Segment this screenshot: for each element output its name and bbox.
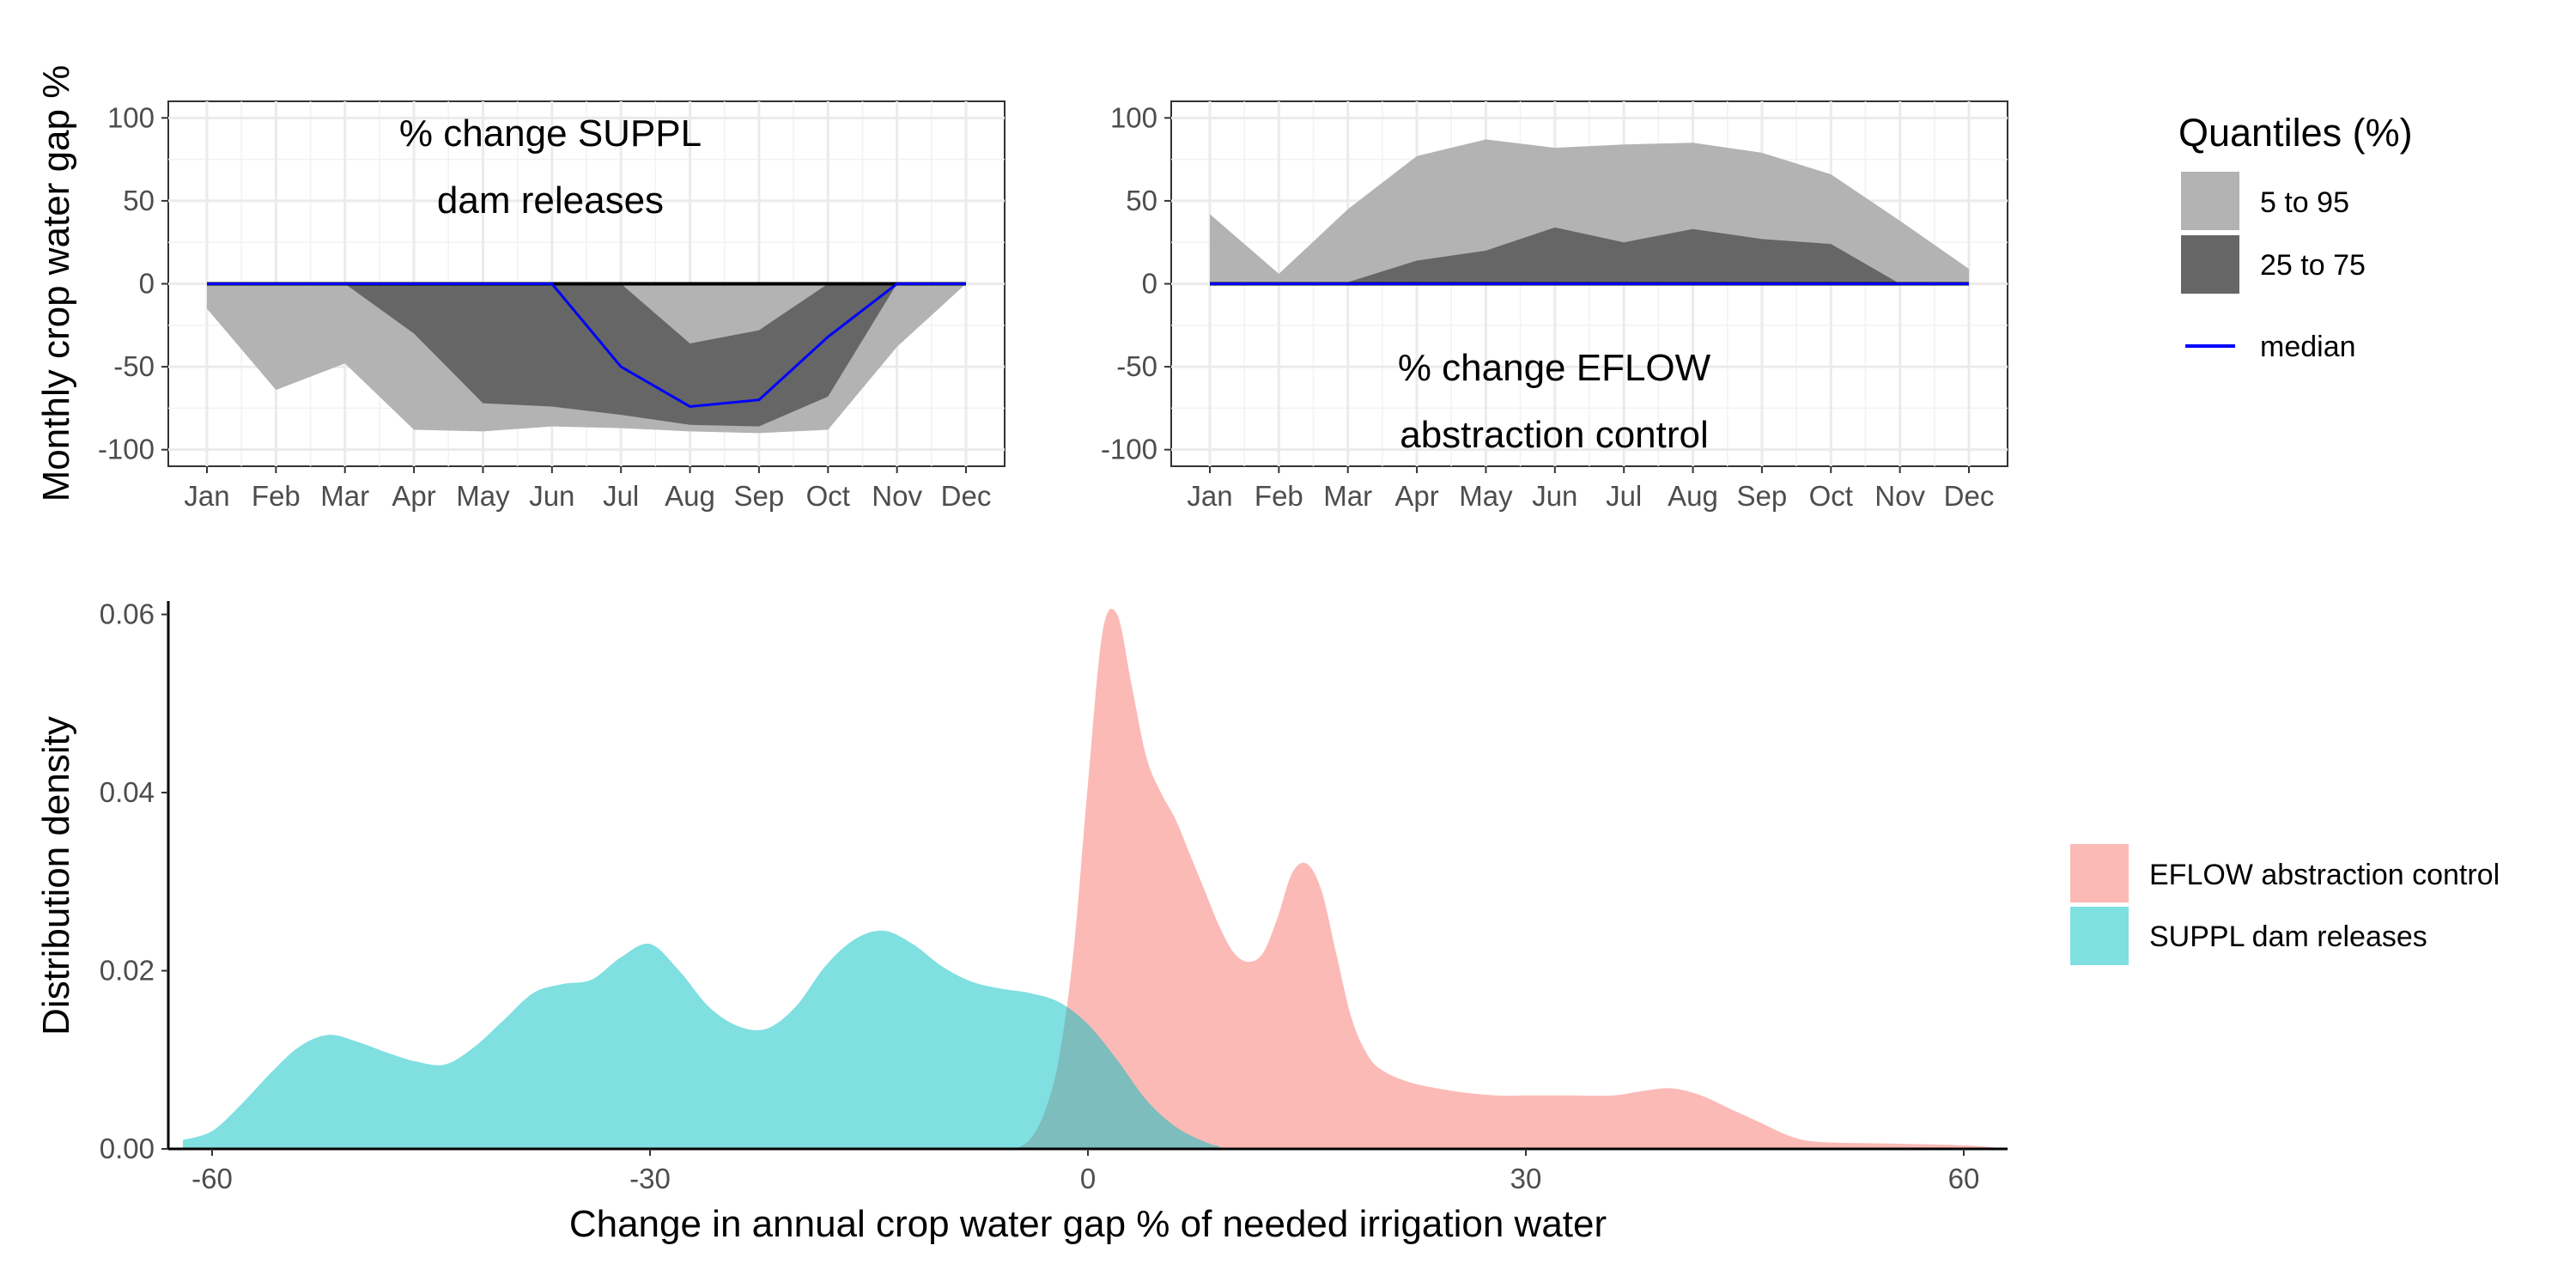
x-tick-label: Mar — [320, 480, 369, 512]
x-tick-label: Jul — [603, 480, 639, 512]
eflow-title-line2: abstraction control — [1400, 414, 1709, 456]
legend-key-5-95 — [2181, 172, 2239, 230]
y-tick-label: 50 — [1126, 185, 1157, 216]
suppl-density-area — [183, 930, 1219, 1149]
y-tick-label: 100 — [107, 101, 155, 133]
y-tick-label: 0.02 — [100, 955, 155, 987]
suppl-title-line2: dam releases — [437, 179, 664, 222]
x-tick-label: Dec — [1944, 480, 1995, 512]
legend-label-suppl: SUPPL dam releases — [2149, 920, 2427, 953]
x-tick-label: Jan — [184, 480, 229, 512]
x-tick-label: Jul — [1606, 480, 1642, 512]
x-tick-label: -60 — [191, 1163, 233, 1194]
suppl-y-ticks: 100 50 0 -50 -100 — [98, 101, 168, 465]
y-tick-label: 0.06 — [100, 598, 155, 630]
y-tick-label: -50 — [113, 350, 155, 382]
suppl-panel: 100 50 0 -50 -100 Jan Feb Mar Apr May Jun Jul Aug Se… — [98, 100, 1005, 512]
legend-label-25-75: 25 to 75 — [2260, 249, 2366, 282]
x-tick-label: May — [456, 480, 510, 512]
x-tick-label: Nov — [1874, 480, 1925, 512]
x-tick-label: Jun — [529, 480, 574, 512]
monthly-y-axis-title: Monthly crop water gap % — [35, 65, 77, 502]
x-tick-label: Apr — [1394, 480, 1438, 512]
eflow-x-ticks: Jan Feb Mar Apr May Jun Jul Aug Sep Oct Nov Dec — [1187, 466, 1994, 512]
suppl-bands — [207, 282, 966, 434]
y-tick-label: 0 — [139, 268, 155, 300]
legend-label-eflow: EFLOW abstraction control — [2149, 859, 2500, 891]
density-x-axis-title: Change in annual crop water gap % of nee… — [569, 1203, 1607, 1245]
x-tick-label: Sep — [1737, 480, 1788, 512]
legend-label-median: median — [2260, 331, 2356, 363]
density-y-ticks: 0.00 0.02 0.04 0.06 — [100, 598, 168, 1164]
legend-label-5-95: 5 to 95 — [2260, 186, 2349, 219]
y-tick-label: 100 — [1110, 101, 1157, 133]
y-tick-label: -50 — [1116, 350, 1157, 382]
quantile-legend-title: Quantiles (%) — [2178, 111, 2413, 155]
x-tick-label: Oct — [1809, 480, 1853, 512]
x-tick-label: Mar — [1323, 480, 1372, 512]
x-tick-label: Oct — [806, 480, 850, 512]
y-tick-label: 0.00 — [100, 1133, 155, 1164]
x-tick-label: 60 — [1948, 1163, 1980, 1194]
legend-key-eflow — [2070, 844, 2129, 902]
density-areas — [183, 608, 1993, 1149]
band-25-75 — [1210, 227, 1969, 284]
x-tick-label: Feb — [1255, 480, 1303, 512]
y-tick-label: 0 — [1142, 268, 1157, 300]
x-tick-label: 30 — [1510, 1163, 1542, 1194]
y-tick-label: -100 — [98, 434, 155, 465]
x-tick-label: Aug — [1668, 480, 1718, 512]
y-tick-label: -100 — [1101, 434, 1157, 465]
density-legend: EFLOW abstraction control SUPPL dam rele… — [2070, 844, 2500, 965]
quantile-legend: Quantiles (%) 5 to 95 25 to 75 median — [2178, 111, 2413, 363]
suppl-title-line1: % change SUPPL — [399, 112, 702, 155]
x-tick-label: Dec — [941, 480, 992, 512]
y-tick-label: 50 — [123, 185, 155, 216]
eflow-title-line1: % change EFLOW — [1398, 347, 1711, 389]
x-tick-label: 0 — [1080, 1163, 1096, 1194]
x-tick-label: Jan — [1187, 480, 1232, 512]
x-tick-label: Nov — [872, 480, 922, 512]
legend-key-25-75 — [2181, 235, 2239, 294]
x-tick-label: May — [1459, 480, 1513, 512]
x-tick-label: Feb — [252, 480, 301, 512]
density-panel: 0.00 0.02 0.04 0.06 -60 -30 0 30 60 Change in a… — [35, 598, 2008, 1245]
x-tick-label: Apr — [392, 480, 435, 512]
suppl-x-ticks: Jan Feb Mar Apr May Jun Jul Aug Sep Oct Nov Dec — [184, 466, 991, 512]
eflow-density-area — [1015, 608, 1993, 1149]
x-tick-label: -30 — [629, 1163, 671, 1194]
y-tick-label: 0.04 — [100, 776, 155, 808]
median-line — [207, 283, 966, 408]
eflow-y-ticks: 100 50 0 -50 -100 — [1101, 101, 1171, 465]
legend-key-suppl — [2070, 907, 2129, 965]
x-tick-label: Sep — [734, 480, 785, 512]
x-tick-label: Jun — [1532, 480, 1577, 512]
eflow-bands — [1210, 139, 1969, 286]
density-x-ticks: -60 -30 0 30 60 — [191, 1149, 1979, 1194]
band-25-75 — [207, 283, 966, 427]
eflow-panel: 100 50 0 -50 -100 Jan Feb Mar Apr May Jun Jul Aug Se… — [1101, 100, 2008, 512]
x-tick-label: Aug — [665, 480, 715, 512]
density-y-axis-title: Distribution density — [35, 716, 77, 1036]
